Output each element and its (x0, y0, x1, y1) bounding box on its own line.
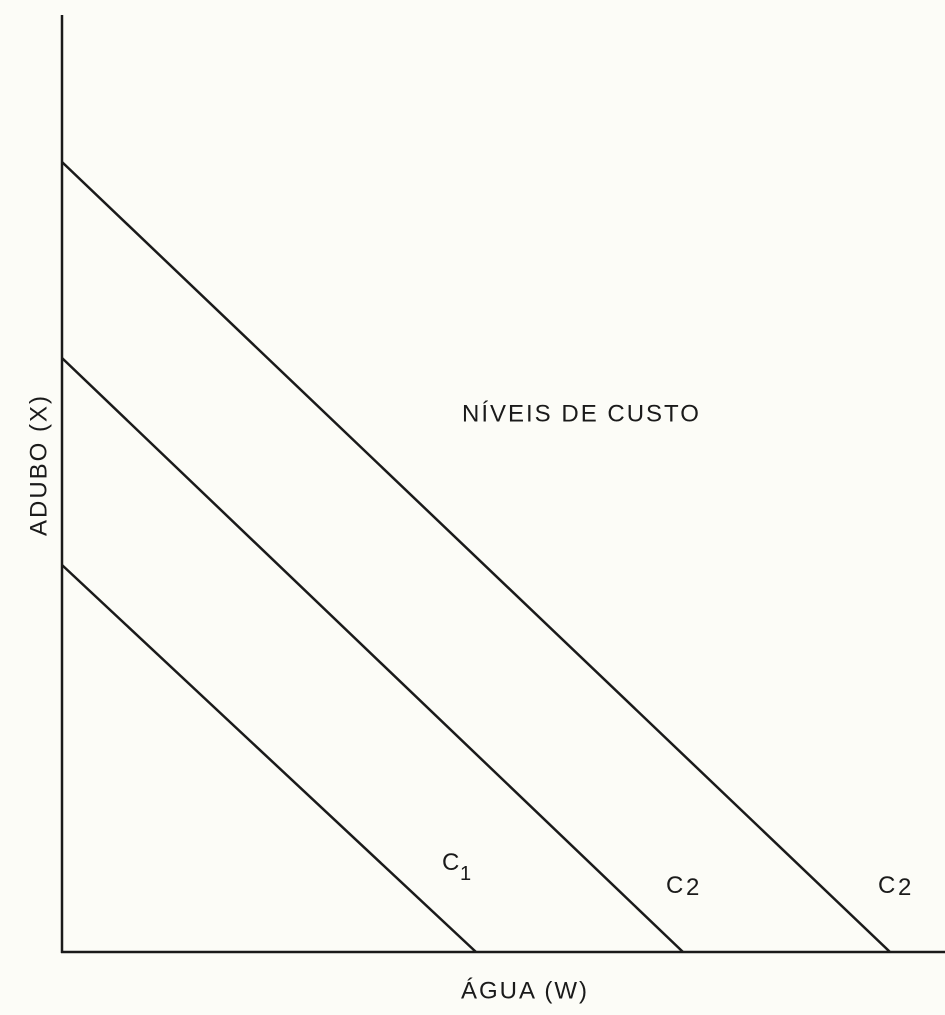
cost-line (61, 161, 891, 953)
cost-line (61, 564, 477, 953)
line-label: C 1 (442, 849, 473, 885)
label-index: 2 (898, 874, 913, 901)
line-label: C 2 (878, 872, 913, 901)
cost-line (61, 357, 684, 953)
label-letter: C (666, 872, 685, 899)
x-axis-label: ÁGUA (W) (461, 977, 589, 1004)
label-index: 1 (460, 863, 473, 885)
y-axis-label: ADUBO (X) (25, 394, 52, 536)
label-letter: C (878, 872, 897, 899)
label-index: 2 (686, 874, 701, 901)
line-label: C 2 (666, 872, 701, 901)
title: NÍVEIS DE CUSTO (462, 400, 701, 427)
label-letter: C (442, 849, 461, 876)
